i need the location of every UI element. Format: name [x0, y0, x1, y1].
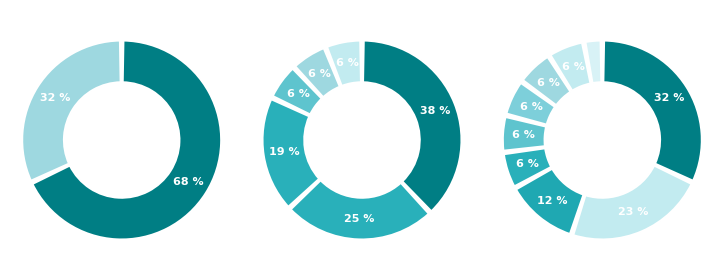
Wedge shape: [327, 41, 361, 86]
Text: 19 %: 19 %: [269, 147, 300, 157]
Text: 6 %: 6 %: [537, 78, 560, 88]
Wedge shape: [573, 165, 691, 239]
Wedge shape: [506, 83, 555, 125]
Text: 32 %: 32 %: [40, 93, 70, 103]
Text: 6 %: 6 %: [287, 89, 310, 99]
Wedge shape: [22, 41, 121, 181]
Wedge shape: [586, 41, 602, 83]
Text: 6 %: 6 %: [520, 102, 542, 111]
Wedge shape: [290, 180, 429, 239]
Text: 68 %: 68 %: [173, 177, 203, 187]
Wedge shape: [550, 43, 591, 91]
Wedge shape: [502, 117, 546, 151]
Text: 25 %: 25 %: [345, 214, 375, 223]
Text: 6 %: 6 %: [308, 69, 332, 79]
Wedge shape: [273, 69, 321, 115]
Wedge shape: [33, 41, 222, 239]
Text: 6 %: 6 %: [513, 130, 535, 140]
Text: 6 %: 6 %: [516, 159, 539, 169]
Text: 6 %: 6 %: [336, 58, 358, 68]
Text: 32 %: 32 %: [654, 93, 684, 103]
Wedge shape: [295, 48, 340, 97]
Wedge shape: [603, 41, 702, 181]
Text: 6 %: 6 %: [562, 62, 585, 72]
Wedge shape: [523, 57, 571, 105]
Text: 23 %: 23 %: [618, 207, 649, 217]
Wedge shape: [263, 99, 319, 207]
Wedge shape: [504, 148, 551, 186]
Wedge shape: [516, 169, 584, 234]
Text: 12 %: 12 %: [537, 195, 568, 206]
Wedge shape: [363, 41, 461, 211]
Text: 38 %: 38 %: [420, 106, 450, 116]
